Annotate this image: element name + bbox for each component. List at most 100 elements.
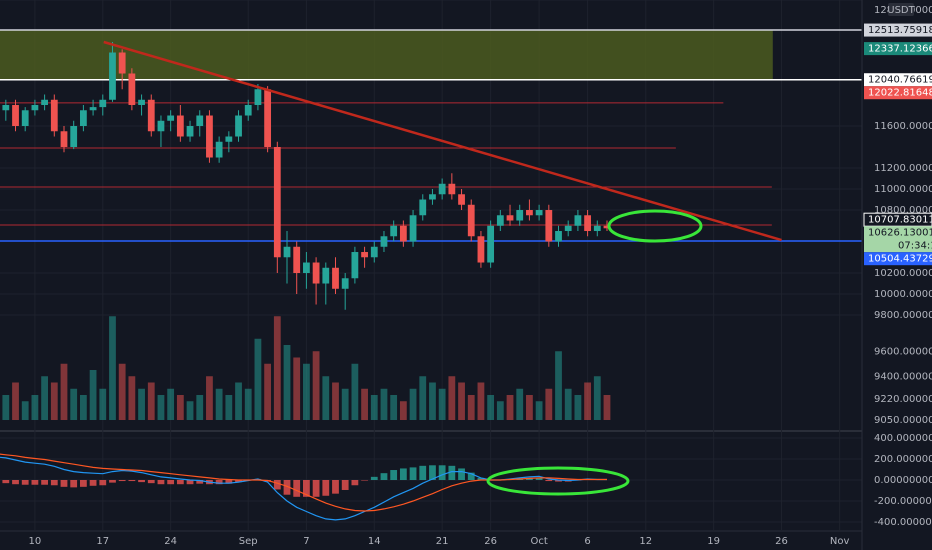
candle-body [322, 267, 330, 284]
volume-bar [60, 363, 68, 420]
candle-body [564, 225, 572, 232]
volume-bar [487, 395, 495, 420]
candle-body [293, 246, 301, 274]
volume-bar [235, 382, 242, 420]
macd-histogram-bar [380, 473, 388, 481]
macd-histogram-bar [147, 480, 155, 484]
candle-body [487, 225, 495, 263]
candle-body [545, 210, 553, 242]
macd-histogram-bar [21, 480, 29, 485]
price-label: 12040.76619401 [868, 75, 932, 86]
countdown: 07:34:18 [898, 241, 932, 252]
volume-bar [225, 395, 233, 420]
macd-histogram-bar [545, 480, 553, 482]
volume-tick-label: 9050.00000000 [874, 415, 932, 426]
volume-bar [2, 395, 10, 420]
candle-body [448, 183, 456, 195]
annotation-ellipse [607, 209, 703, 243]
volume-bar [31, 395, 39, 420]
volume-bar [593, 376, 601, 420]
volume-bar [429, 382, 436, 420]
candle-body [409, 215, 417, 242]
macd-histogram-bar [60, 480, 68, 487]
macd-histogram-bar [312, 480, 320, 497]
candle-body [506, 215, 514, 221]
candle-body [89, 107, 97, 111]
volume-bar [545, 388, 553, 420]
volume-bar [21, 401, 29, 420]
volume-bar [244, 388, 252, 420]
price-label: 12513.75918586 [868, 25, 932, 36]
candle-body [79, 110, 87, 127]
y-tick-label: 10000.00000000 [874, 289, 932, 300]
plot-area [0, 0, 932, 532]
x-tick-label: 17 [96, 536, 109, 547]
candle-body [438, 183, 446, 195]
candle-body [584, 215, 591, 232]
volume-bar [555, 351, 562, 420]
volume-bar [186, 401, 194, 420]
volume-bar [477, 382, 485, 420]
price-label-bg [864, 23, 932, 37]
volume-bar [215, 388, 223, 420]
price-label-bg [864, 73, 932, 87]
volume-bar [390, 395, 398, 420]
candle-body [60, 131, 68, 148]
candle-body [264, 89, 272, 148]
candle-body [196, 115, 204, 127]
volume-bar [109, 316, 116, 420]
volume-bar [351, 363, 359, 420]
candle-body [235, 115, 242, 137]
candle-body [574, 215, 582, 226]
candle-body [128, 73, 136, 106]
candle-body [225, 136, 233, 142]
x-tick-label: Sep [239, 536, 258, 547]
price-label-bg [864, 226, 932, 253]
macd-tick-label: 0.00000000 [874, 475, 932, 486]
candle-body [21, 110, 29, 127]
macd-histogram-bar [409, 467, 417, 481]
candle-body [555, 231, 562, 242]
candle-body [206, 115, 213, 158]
macd-histogram-bar [458, 468, 465, 481]
macd-histogram-bar [351, 480, 359, 486]
macd-histogram-bar [273, 480, 281, 490]
y-tick-label: 11200.00000000 [874, 163, 932, 174]
candle-body [50, 99, 58, 132]
candle-body [109, 52, 116, 100]
candle-body [41, 99, 48, 106]
candle-body [215, 141, 223, 158]
macd-histogram-bar [176, 480, 184, 485]
candle-body [535, 210, 543, 216]
macd-histogram-bar [322, 480, 330, 496]
y-tick-label: 11600.00000000 [874, 121, 932, 132]
candle-body [157, 120, 165, 132]
y-tick-label: 10800.00000000 [874, 205, 932, 216]
candle-body [12, 105, 19, 127]
candle-body [147, 99, 155, 132]
macd-histogram-bar [390, 470, 398, 481]
volume-bar [89, 370, 97, 420]
x-tick-label: Nov [830, 536, 850, 547]
candle-body [361, 252, 368, 258]
macd-histogram-bar [118, 480, 126, 482]
x-tick-label: 10 [29, 536, 42, 547]
candle-body [603, 225, 611, 229]
candle-body [176, 115, 184, 137]
macd-histogram-bar [215, 480, 223, 485]
volume-bar [574, 395, 582, 420]
candle-body [138, 99, 145, 106]
macd-histogram-bar [12, 480, 19, 485]
candle-body [526, 210, 533, 216]
volume-bar [603, 395, 611, 420]
volume-tick-label: 9600.00000000 [874, 346, 932, 357]
macd-histogram-bar [167, 480, 175, 485]
volume-bar [79, 395, 87, 420]
zone [0, 30, 773, 80]
macd-histogram-bar [535, 478, 543, 481]
x-tick-label: 19 [707, 536, 720, 547]
volume-bar [409, 388, 417, 420]
macd-histogram-bar [361, 480, 368, 481]
macd-histogram-bar [157, 480, 165, 485]
volume-bar [322, 376, 330, 420]
